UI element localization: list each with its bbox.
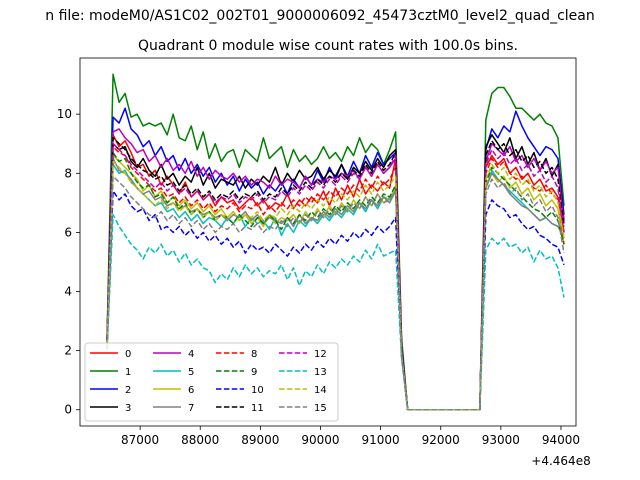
legend-box — [84, 342, 339, 422]
legend-label-4: 4 — [188, 349, 194, 360]
series-line-8 — [106, 145, 565, 411]
legend-label-10: 10 — [251, 385, 264, 396]
series-line-13 — [106, 213, 565, 411]
y-tick-label: 8 — [64, 166, 72, 180]
legend-label-3: 3 — [125, 403, 131, 414]
x-tick-label: 88000 — [181, 433, 219, 447]
legend-label-12: 12 — [314, 349, 327, 360]
x-tick-label: 92000 — [422, 433, 460, 447]
series-line-12 — [106, 142, 565, 411]
y-tick-label: 10 — [57, 107, 72, 121]
series-line-9 — [106, 151, 565, 411]
legend-label-5: 5 — [188, 367, 194, 378]
series-line-4 — [106, 128, 565, 411]
x-tick-label: 94000 — [542, 433, 580, 447]
x-axis: 87000 88000 89000 90000 91000 92000 93000 94000 — [121, 426, 580, 447]
legend-label-15: 15 — [314, 403, 327, 414]
legend-label-6: 6 — [188, 385, 194, 396]
chart-title: Quadrant 0 module wise count rates with … — [138, 38, 518, 54]
legend-label-9: 9 — [251, 367, 257, 378]
plot-frame — [79, 57, 577, 427]
legend-label-0: 0 — [125, 349, 131, 360]
series-line-3 — [106, 134, 565, 411]
legend-label-2: 2 — [125, 385, 131, 396]
x-tick-label: 87000 — [121, 433, 159, 447]
x-tick-label: 93000 — [482, 433, 520, 447]
series-line-1 — [106, 73, 565, 411]
series-line-14 — [106, 160, 565, 411]
chart-suptitle: n file: modeM0/AS1C02_002T01_9000006092_… — [45, 8, 594, 24]
y-tick-label: 4 — [64, 285, 72, 299]
y-axis: 0 2 4 6 8 10 — [57, 107, 80, 417]
legend-label-11: 11 — [251, 403, 264, 414]
x-offset-label: +4.464e8 — [531, 454, 590, 468]
series-layer — [106, 73, 565, 411]
legend-label-14: 14 — [314, 385, 327, 396]
series-line-10 — [106, 190, 565, 411]
x-tick-label: 90000 — [301, 433, 339, 447]
y-tick-label: 2 — [64, 344, 72, 358]
series-line-15 — [106, 175, 565, 411]
legend-label-8: 8 — [251, 349, 257, 360]
y-tick-label: 6 — [64, 225, 72, 239]
x-tick-label: 91000 — [362, 433, 400, 447]
legend-label-7: 7 — [188, 403, 194, 414]
x-tick-label: 89000 — [241, 433, 279, 447]
series-line-11 — [106, 137, 565, 411]
y-tick-label: 0 — [64, 403, 72, 417]
legend-label-1: 1 — [125, 367, 131, 378]
legend-label-13: 13 — [314, 367, 327, 378]
